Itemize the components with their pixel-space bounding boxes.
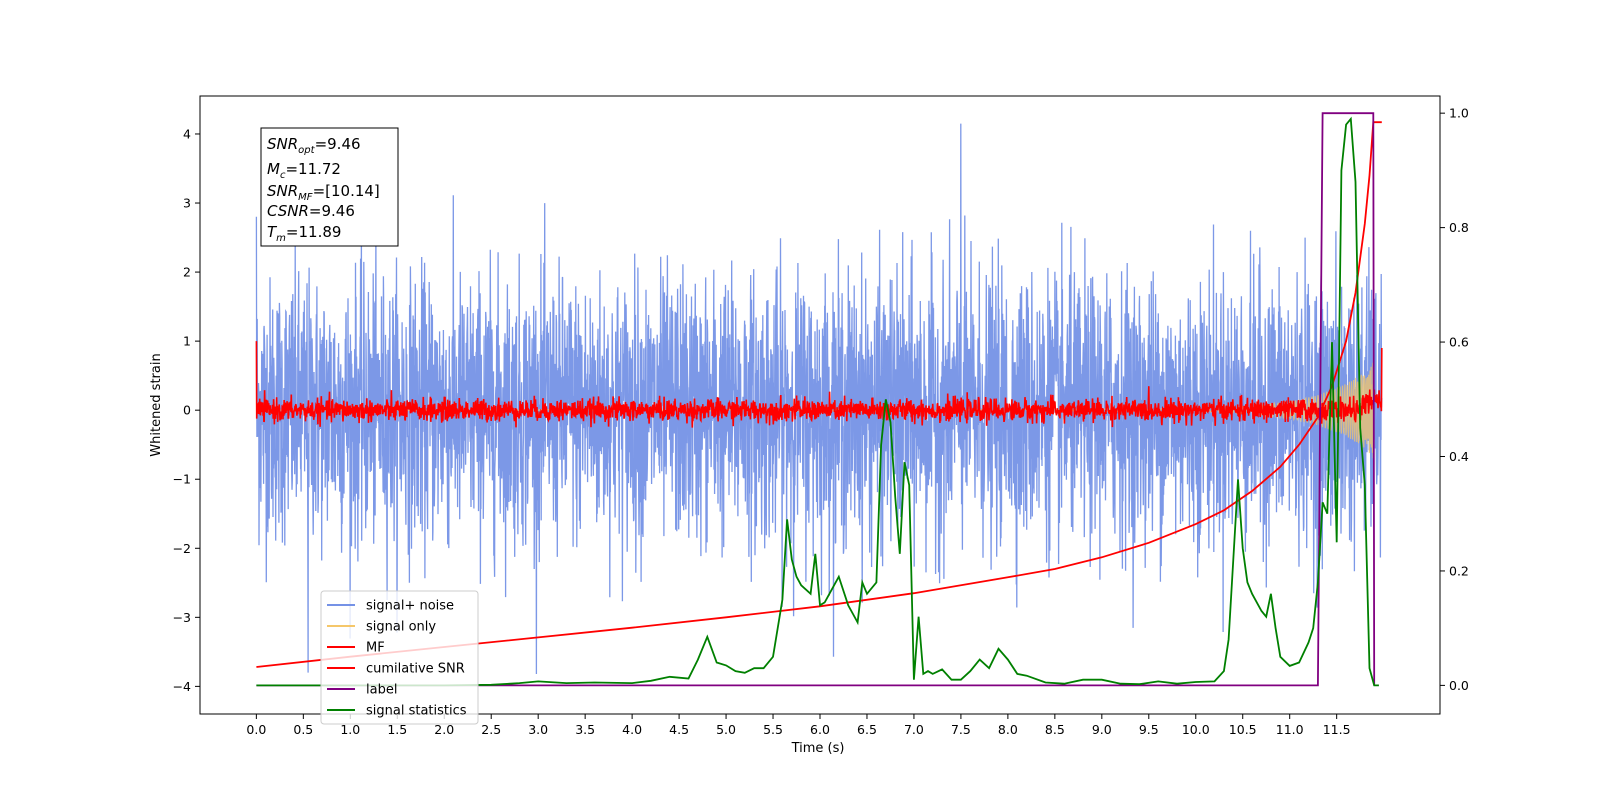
y2-tick-label: 0.0 [1449,678,1469,693]
y2-tick-label: 0.6 [1449,335,1469,350]
x-axis: 0.0 0.5 1.0 1.5 2.0 2.5 3.0 3.5 4.0 4.5 5.0 5.5 6.0 6… [246,714,1351,737]
series-mf [255,341,1383,428]
stats-mc: Mc=11.72 [267,160,341,181]
y2-tick-label: 0.8 [1449,220,1469,235]
x-tick-label: 2.0 [434,722,454,737]
x-tick-label: 0.0 [246,722,266,737]
y-axis-left: −4 −3 −2 −1 0 1 2 3 4 [173,126,200,694]
y-tick-label: −1 [173,472,191,487]
y-tick-label: 4 [183,126,191,141]
legend-label: signal+ noise [366,599,454,614]
x-tick-label: 3.5 [575,722,595,737]
x-tick-label: 11.5 [1323,722,1351,737]
x-tick-label: 11.0 [1276,722,1304,737]
legend-label: signal only [366,620,436,635]
x-tick-label: 6.5 [857,722,877,737]
series-cumulative-snr [256,121,1382,668]
x-tick-label: 7.0 [904,722,924,737]
x-tick-label: 9.0 [1092,722,1112,737]
x-tick-label: 3.0 [528,722,548,737]
y-tick-label: −3 [173,610,191,625]
legend: signal+ noise signal only MF cumilative SNR… [320,590,479,725]
x-tick-label: 8.0 [998,722,1018,737]
stats-snr-opt: SNRopt=9.46 [267,135,361,156]
y-tick-label: 1 [183,334,191,349]
x-tick-label: 9.5 [1139,722,1159,737]
x-axis-label: Time (s) [791,741,845,756]
series-signal-noise [255,123,1383,675]
legend-label: MF [366,641,385,656]
x-tick-label: 8.5 [1045,722,1065,737]
series-layer [255,112,1383,687]
x-tick-label: 5.5 [763,722,783,737]
y-tick-label: −4 [173,679,191,694]
y-tick-label: 3 [183,196,191,211]
x-tick-label: 6.0 [810,722,830,737]
y-axis-label: Whitened strain [149,353,164,456]
x-tick-label: 1.5 [387,722,407,737]
y-axis-right: 0.0 0.2 0.4 0.6 0.8 1.0 [1440,106,1469,693]
y-tick-label: 2 [183,265,191,280]
y-tick-label: −2 [173,541,191,556]
stats-box: SNRopt=9.46 Mc=11.72 SNRMF=[10.14] CSNR=… [260,127,399,247]
legend-label: label [366,683,397,698]
x-tick-label: 10.0 [1182,722,1210,737]
x-tick-label: 10.5 [1229,722,1257,737]
legend-label: signal statistics [366,704,467,719]
y-tick-label: 0 [183,403,191,418]
x-tick-label: 4.0 [622,722,642,737]
legend-label: cumilative SNR [366,662,465,677]
stats-csnr: CSNR=9.46 [267,202,355,220]
x-tick-label: 1.0 [340,722,360,737]
x-tick-label: 5.0 [716,722,736,737]
y2-tick-label: 0.2 [1449,563,1469,578]
y2-tick-label: 1.0 [1449,106,1469,121]
stats-box-frame [260,127,399,247]
x-tick-label: 2.5 [481,722,501,737]
legend-frame [320,590,479,725]
x-tick-label: 7.5 [951,722,971,737]
y2-tick-label: 0.4 [1449,449,1469,464]
series-signal-statistics [256,116,1379,687]
legend-items: signal+ noise signal only MF cumilative SNR… [327,599,467,719]
stats-snr-mf: SNRMF=[10.14] [267,182,380,203]
stats-tm: Tm=11.89 [267,223,341,244]
x-tick-label: 0.5 [293,722,313,737]
x-tick-label: 4.5 [669,722,689,737]
series-label [256,112,1376,687]
